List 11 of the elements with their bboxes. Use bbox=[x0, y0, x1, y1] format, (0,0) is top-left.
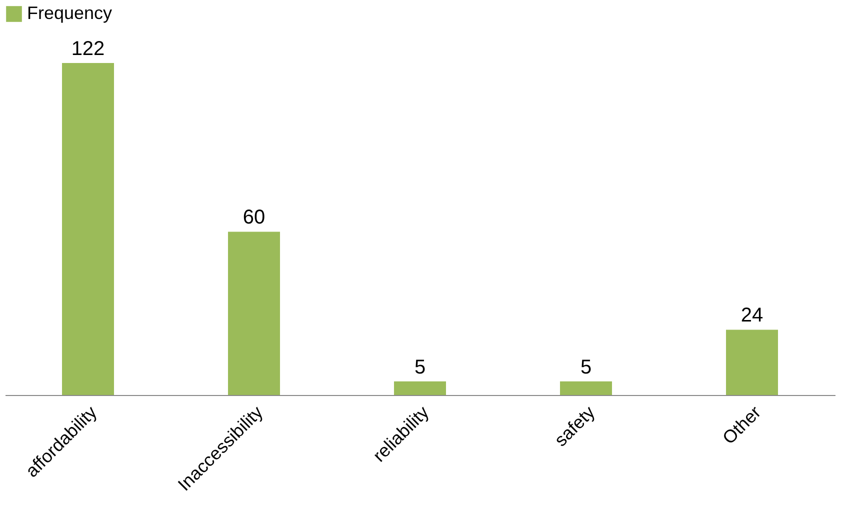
bar bbox=[726, 330, 778, 395]
legend-label: Frequency bbox=[27, 3, 112, 23]
bar bbox=[560, 381, 612, 395]
bar bbox=[62, 63, 114, 395]
bar bbox=[394, 381, 446, 395]
data-label: 122 bbox=[71, 38, 105, 60]
bar bbox=[228, 232, 280, 395]
data-label: 5 bbox=[580, 356, 592, 378]
data-label: 5 bbox=[414, 356, 426, 378]
data-label: 60 bbox=[242, 206, 266, 229]
data-label: 24 bbox=[740, 304, 764, 327]
